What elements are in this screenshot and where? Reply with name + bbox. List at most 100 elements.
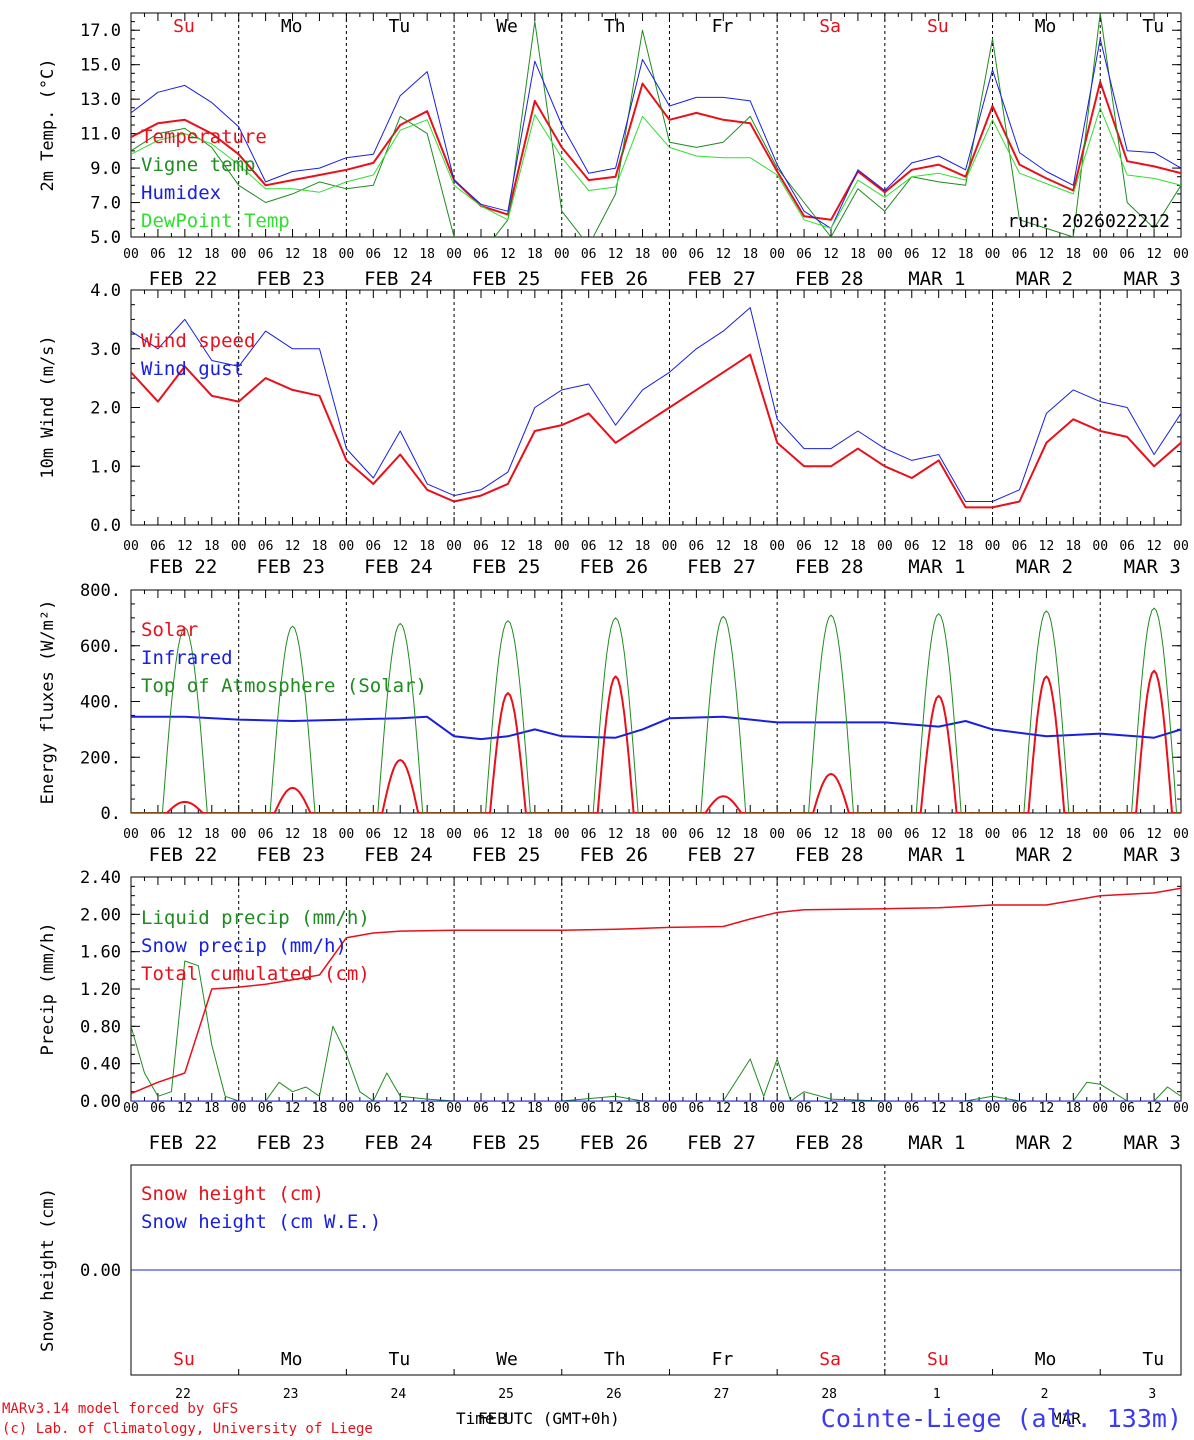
hour-tick-label: 00 bbox=[231, 827, 247, 842]
legend-entry: Snow height (cm) bbox=[141, 1183, 324, 1205]
hour-tick-label: 12 bbox=[931, 1101, 947, 1116]
weekday-label: Mo bbox=[1035, 16, 1057, 37]
day-number-label: 3 bbox=[1148, 1387, 1156, 1402]
hour-tick-label: 06 bbox=[904, 1101, 920, 1116]
hour-tick-label: 18 bbox=[1065, 247, 1081, 262]
hour-tick-label: 00 bbox=[339, 827, 355, 842]
series-line-temperature bbox=[131, 80, 1181, 221]
hour-tick-label: 12 bbox=[500, 539, 516, 554]
hour-tick-label: 18 bbox=[635, 1101, 651, 1116]
hour-tick-label: 12 bbox=[823, 1101, 839, 1116]
hour-tick-label: 12 bbox=[1146, 1101, 1162, 1116]
date-label: FEB 25 bbox=[472, 556, 541, 578]
hour-tick-label: 00 bbox=[769, 539, 785, 554]
y-tick-label: 7.0 bbox=[90, 194, 121, 214]
y-tick-label: 0. bbox=[101, 804, 121, 824]
weekday-label: Fr bbox=[712, 16, 734, 37]
y-tick-label: 1.60 bbox=[80, 943, 121, 963]
series-group bbox=[131, 307, 1181, 509]
date-label: FEB 23 bbox=[256, 844, 325, 866]
weekday-label: Su bbox=[927, 16, 949, 37]
y-tick-label: 800. bbox=[80, 581, 121, 601]
hour-tick-label: 18 bbox=[850, 539, 866, 554]
hour-tick-label: 18 bbox=[527, 1101, 543, 1116]
hour-tick-label: 06 bbox=[150, 247, 166, 262]
y-tick-label: 400. bbox=[80, 693, 121, 713]
day-number-label: 24 bbox=[391, 1387, 407, 1402]
y-tick-label: 600. bbox=[80, 637, 121, 657]
series-line-top-of-atmosphere-solar- bbox=[131, 607, 1181, 813]
hour-tick-label: 12 bbox=[285, 247, 301, 262]
hour-tick-label: 06 bbox=[473, 539, 489, 554]
hour-tick-label: 00 bbox=[1092, 1101, 1108, 1116]
legend-entry: DewPoint Temp bbox=[141, 210, 290, 232]
date-label: MAR 1 bbox=[908, 268, 965, 290]
hour-tick-label: 06 bbox=[581, 827, 597, 842]
hour-tick-label: 12 bbox=[608, 539, 624, 554]
hour-tick-label: 06 bbox=[258, 827, 274, 842]
hour-tick-label: 00 bbox=[662, 539, 678, 554]
hour-tick-label: 12 bbox=[500, 247, 516, 262]
weekday-label: Tu bbox=[389, 16, 411, 37]
hour-tick-label: 00 bbox=[339, 247, 355, 262]
hour-tick-label: 06 bbox=[1119, 1101, 1135, 1116]
legend-entry: Snow height (cm W.E.) bbox=[141, 1211, 381, 1233]
hour-tick-label: 12 bbox=[1039, 1101, 1055, 1116]
legend-entry: Vigne temp bbox=[141, 154, 255, 176]
hour-tick-label: 06 bbox=[473, 247, 489, 262]
date-label: FEB 22 bbox=[149, 1132, 218, 1154]
legend-entry: Snow precip (mm/h) bbox=[141, 935, 347, 957]
date-label: MAR 1 bbox=[908, 556, 965, 578]
hour-tick-label: 06 bbox=[150, 539, 166, 554]
day-number-label: 22 bbox=[175, 1387, 191, 1402]
hour-tick-label: 18 bbox=[850, 1101, 866, 1116]
hour-tick-label: 06 bbox=[796, 827, 812, 842]
hour-tick-label: 18 bbox=[1065, 827, 1081, 842]
hour-tick-label: 06 bbox=[473, 827, 489, 842]
hour-tick-label: 06 bbox=[581, 1101, 597, 1116]
hour-tick-label: 12 bbox=[500, 1101, 516, 1116]
hour-tick-label: 06 bbox=[904, 247, 920, 262]
hour-tick-label: 18 bbox=[635, 827, 651, 842]
series-line-wind-speed bbox=[131, 353, 1181, 509]
weekday-label: Mo bbox=[281, 16, 303, 37]
y-tick-label: 13.0 bbox=[80, 90, 121, 110]
hour-tick-label: 00 bbox=[985, 827, 1001, 842]
date-label: FEB 25 bbox=[472, 1132, 541, 1154]
run-annotation: run: 2026022212 bbox=[1007, 211, 1170, 232]
date-label: MAR 2 bbox=[1016, 556, 1073, 578]
model-credit: MARv3.14 model forced by GFS bbox=[2, 1401, 238, 1417]
hour-tick-label: 18 bbox=[1065, 539, 1081, 554]
hour-tick-label: 06 bbox=[1012, 1101, 1028, 1116]
date-label: MAR 1 bbox=[908, 1132, 965, 1154]
hour-tick-label: 00 bbox=[446, 827, 462, 842]
y-tick-label: 2.00 bbox=[80, 905, 121, 925]
hour-tick-label: 12 bbox=[285, 1101, 301, 1116]
weekday-label: Th bbox=[604, 1349, 626, 1370]
hour-tick-label: 06 bbox=[1119, 247, 1135, 262]
date-label: FEB 26 bbox=[579, 556, 648, 578]
hour-tick-label: 12 bbox=[715, 247, 731, 262]
hour-tick-label: 12 bbox=[608, 1101, 624, 1116]
hour-tick-label: 18 bbox=[204, 1101, 220, 1116]
hour-tick-label: 12 bbox=[823, 539, 839, 554]
hour-tick-label: 12 bbox=[285, 539, 301, 554]
hour-tick-label: 12 bbox=[285, 827, 301, 842]
hour-tick-label: 18 bbox=[1065, 1101, 1081, 1116]
hour-tick-label: 18 bbox=[527, 247, 543, 262]
hour-tick-label: 12 bbox=[1146, 827, 1162, 842]
hour-tick-label: 00 bbox=[446, 539, 462, 554]
hour-tick-label: 00 bbox=[769, 1101, 785, 1116]
weekday-label: Tu bbox=[389, 1349, 411, 1370]
y-tick-label: 2.0 bbox=[90, 399, 121, 419]
date-label: FEB 22 bbox=[149, 268, 218, 290]
hour-tick-label: 12 bbox=[608, 247, 624, 262]
date-label: FEB 27 bbox=[687, 844, 756, 866]
hour-tick-label: 00 bbox=[1173, 1101, 1189, 1116]
time-axis-label: Time UTC (GMT+0h) bbox=[456, 1409, 620, 1428]
y-tick-label: 0.80 bbox=[80, 1017, 121, 1037]
hour-tick-label: 18 bbox=[742, 539, 758, 554]
y-tick-label: 17.0 bbox=[80, 21, 121, 41]
hour-tick-label: 00 bbox=[985, 247, 1001, 262]
